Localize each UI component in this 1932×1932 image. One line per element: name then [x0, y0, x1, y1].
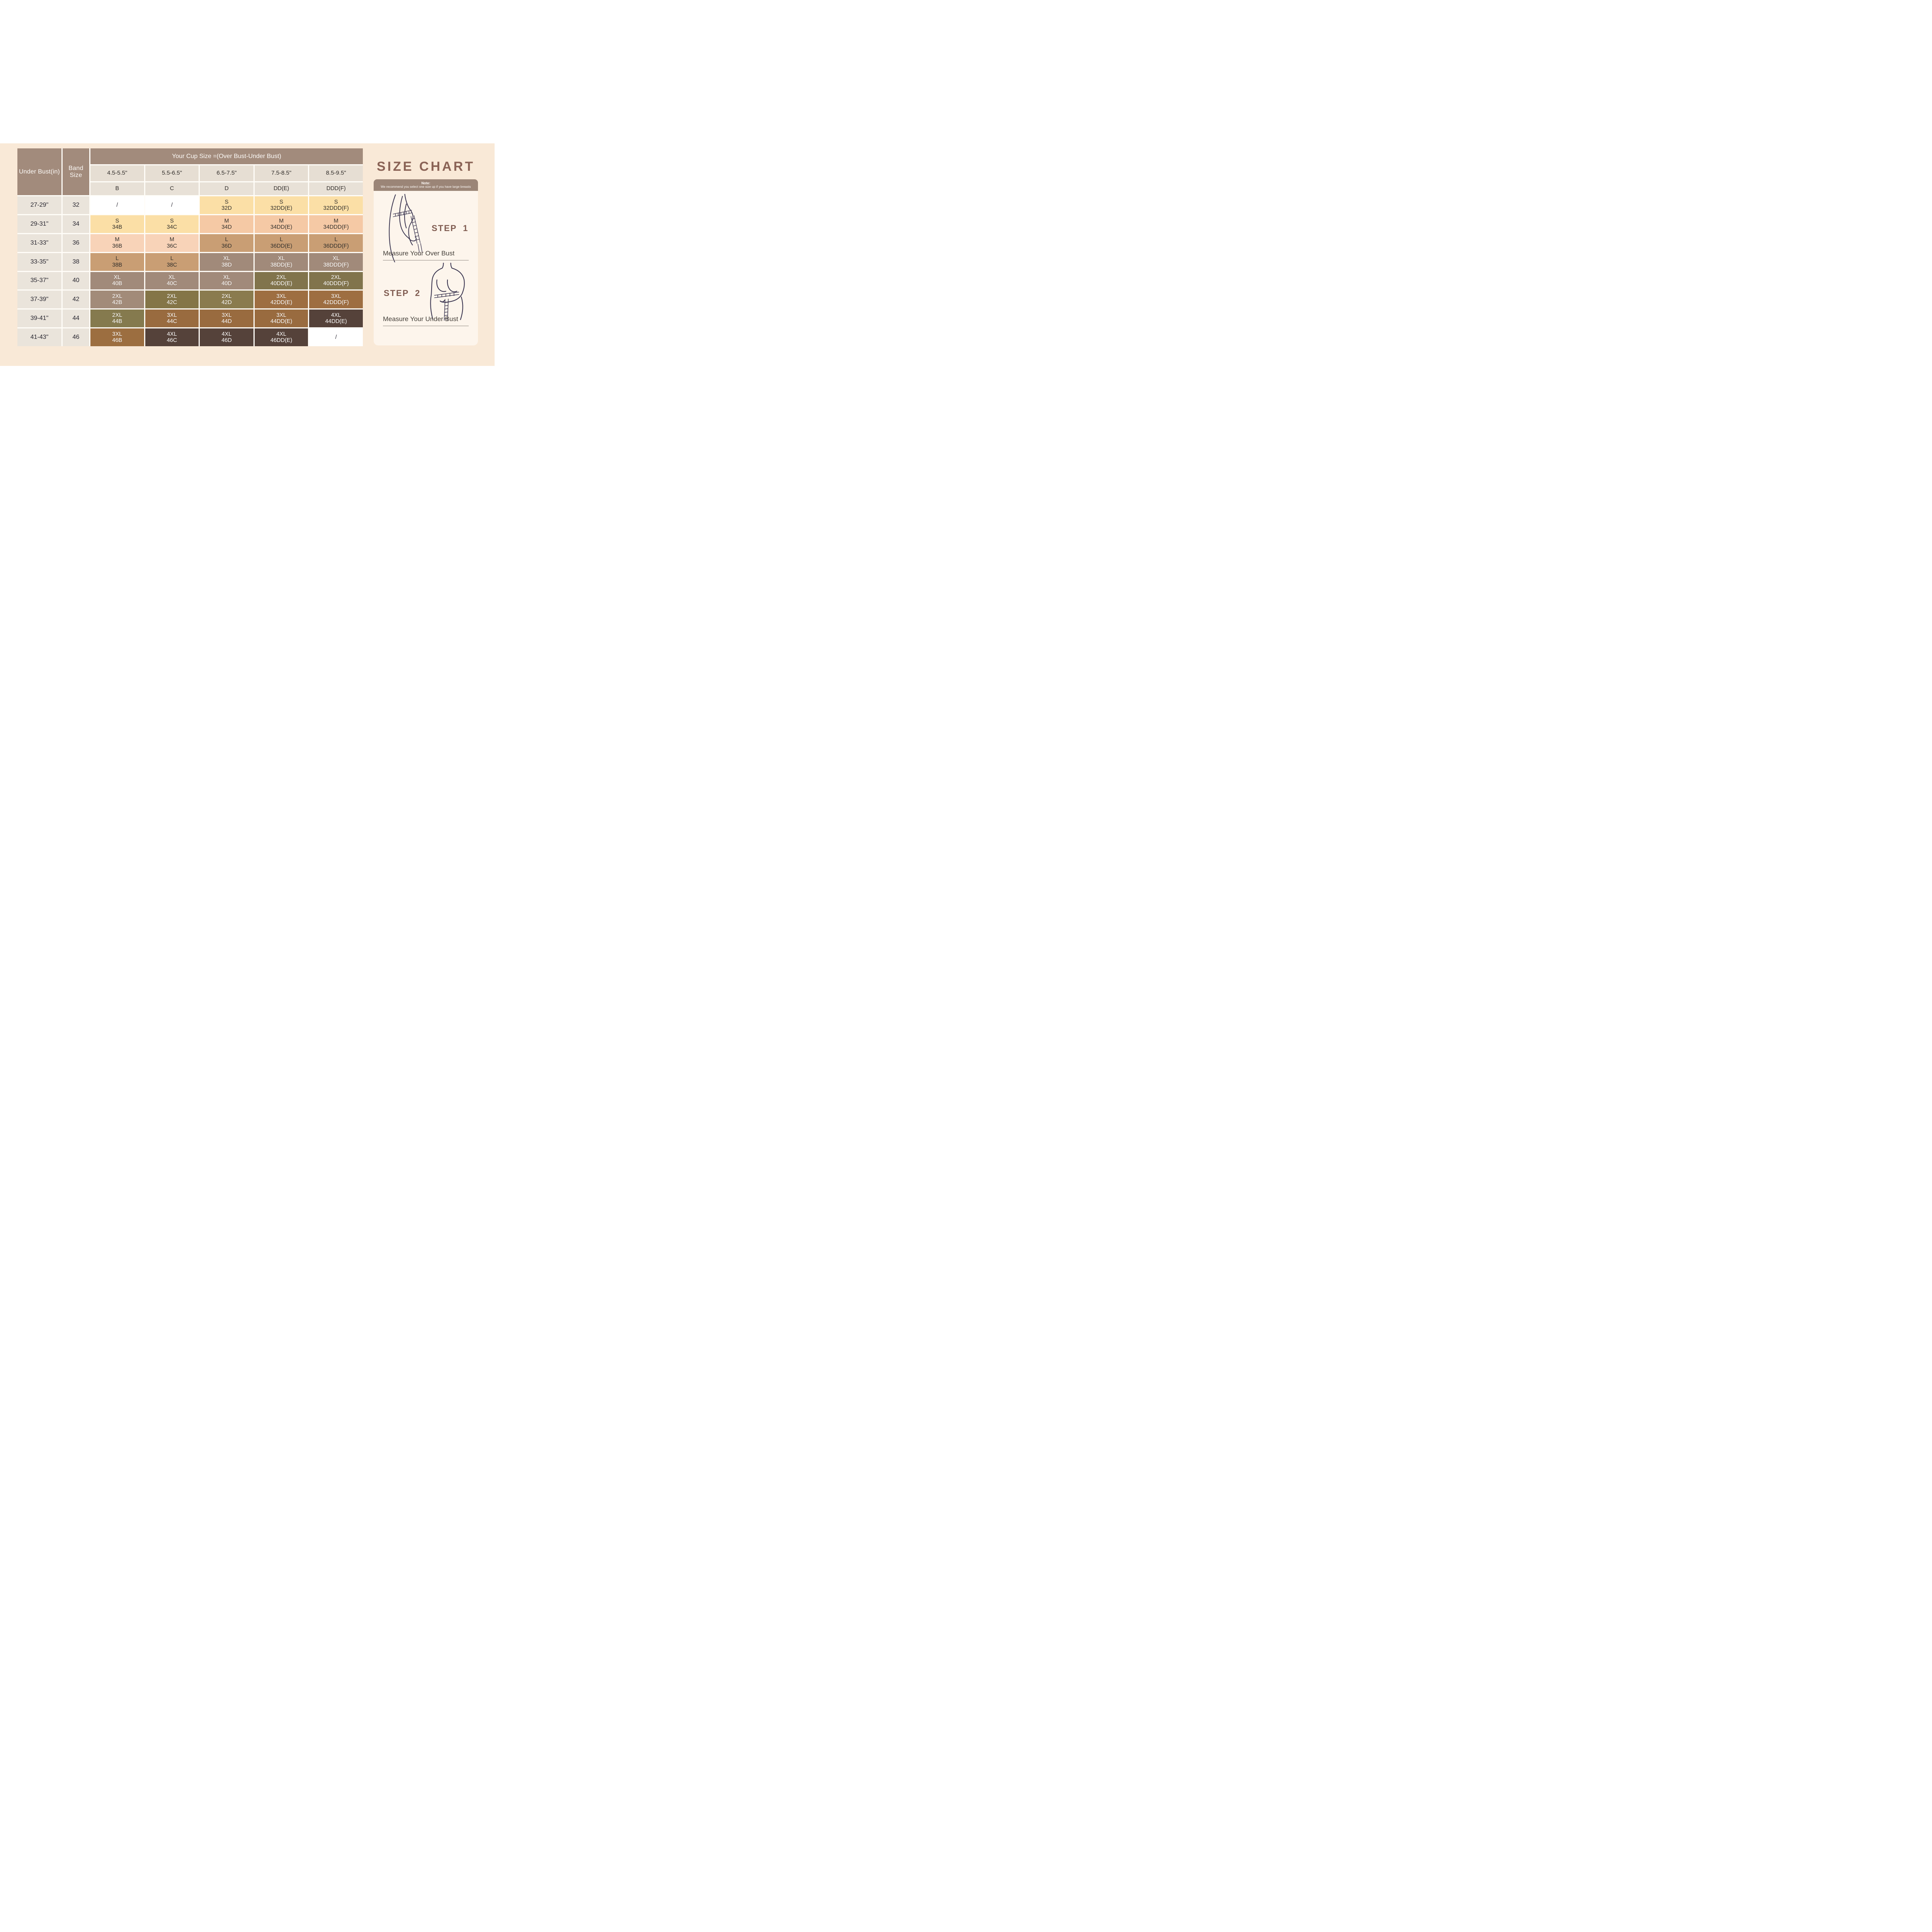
size-cell: 2XL 40DDD(F)	[309, 272, 363, 290]
step2-caption: Measure Your Under Bust	[383, 315, 469, 326]
note-text: We recommend you select one size up if y…	[381, 185, 471, 189]
under-bust-cell: 35-37"	[17, 272, 61, 290]
size-cell: /	[90, 196, 144, 214]
size-cell: XL 38D	[200, 253, 253, 271]
size-cell: 2XL 42B	[90, 291, 144, 309]
under-bust-cell: 37-39"	[17, 291, 61, 309]
under-bust-cell: 41-43"	[17, 328, 61, 346]
size-cell: 3XL 42DDD(F)	[309, 291, 363, 309]
size-cell: M 34D	[200, 215, 253, 233]
size-cell: 4XL 46DD(E)	[254, 328, 308, 346]
size-cell: S 32DDD(F)	[309, 196, 363, 214]
size-cell: 2XL 42D	[200, 291, 253, 309]
cup-letter-header: DD(E)	[254, 182, 308, 195]
step1-caption: Measure Your Over Bust	[383, 250, 469, 260]
size-cell: 2XL 44B	[90, 310, 144, 328]
cup-letter-header: B	[90, 182, 144, 195]
size-cell: XL 40C	[145, 272, 199, 290]
size-cell: 3XL 46B	[90, 328, 144, 346]
band-size-cell: 40	[63, 272, 89, 290]
size-cell: /	[309, 328, 363, 346]
size-cell: XL 40D	[200, 272, 253, 290]
cup-range-header: 4.5-5.5"	[90, 165, 144, 181]
size-cell: L 38C	[145, 253, 199, 271]
size-cell: L 36DDD(F)	[309, 234, 363, 252]
band-size-cell: 38	[63, 253, 89, 271]
cup-size-formula-header: Your Cup Size =(Over Bust-Under Bust)	[90, 148, 363, 164]
under-bust-cell: 27-29"	[17, 196, 61, 214]
size-cell: L 38B	[90, 253, 144, 271]
cup-letter-header: DDD(F)	[309, 182, 363, 195]
size-cell: L 36D	[200, 234, 253, 252]
band-size-cell: 34	[63, 215, 89, 233]
band-size-cell: 42	[63, 291, 89, 309]
size-cell: 3XL 44C	[145, 310, 199, 328]
size-cell: S 32DD(E)	[254, 196, 308, 214]
size-cell: 2XL 42C	[145, 291, 199, 309]
under-bust-cell: 39-41"	[17, 310, 61, 328]
size-cell: 2XL 40DD(E)	[254, 272, 308, 290]
cup-range-header: 6.5-7.5"	[200, 165, 253, 181]
panel-title: SIZE CHART	[377, 159, 475, 174]
note-bar: Note: We recommend you select one size u…	[374, 179, 478, 191]
size-cell: XL 38DD(E)	[254, 253, 308, 271]
step2-label: STEP 2	[384, 288, 421, 298]
cup-range-header: 5.5-6.5"	[145, 165, 199, 181]
measure-panel: STEP 1 Measure Your Over Bust STEP 2 Mea…	[374, 191, 478, 345]
size-cell: XL 38DDD(F)	[309, 253, 363, 271]
band-size-cell: 44	[63, 310, 89, 328]
band-size-cell: 32	[63, 196, 89, 214]
size-cell: XL 40B	[90, 272, 144, 290]
under-bust-header: Under Bust(in)	[17, 148, 61, 195]
size-cell: L 36DD(E)	[254, 234, 308, 252]
under-bust-figure-illustration	[422, 262, 471, 326]
cup-range-header: 7.5-8.5"	[254, 165, 308, 181]
size-cell: S 34B	[90, 215, 144, 233]
under-bust-cell: 29-31"	[17, 215, 61, 233]
size-cell: M 36B	[90, 234, 144, 252]
cup-letter-header: D	[200, 182, 253, 195]
under-bust-cell: 33-35"	[17, 253, 61, 271]
size-cell: M 34DD(E)	[254, 215, 308, 233]
band-size-cell: 46	[63, 328, 89, 346]
size-cell: M 34DDD(F)	[309, 215, 363, 233]
size-cell: 3XL 44DD(E)	[254, 310, 308, 328]
cup-range-header: 8.5-9.5"	[309, 165, 363, 181]
size-cell: 3XL 44D	[200, 310, 253, 328]
size-cell: M 36C	[145, 234, 199, 252]
size-cell: 4XL 46D	[200, 328, 253, 346]
size-cell: S 34C	[145, 215, 199, 233]
band-size-cell: 36	[63, 234, 89, 252]
note-title: Note:	[421, 181, 430, 185]
band-size-header: Band Size	[63, 148, 89, 195]
cup-letter-header: C	[145, 182, 199, 195]
size-cell: 3XL 42DD(E)	[254, 291, 308, 309]
size-cell: /	[145, 196, 199, 214]
under-bust-cell: 31-33"	[17, 234, 61, 252]
size-cell: 4XL 46C	[145, 328, 199, 346]
size-cell: 4XL 44DD(E)	[309, 310, 363, 328]
size-table: Under Bust(in) Band Size Your Cup Size =…	[17, 148, 363, 346]
size-cell: S 32D	[200, 196, 253, 214]
over-bust-figure-illustration	[379, 194, 425, 265]
step1-label: STEP 1	[432, 223, 469, 233]
